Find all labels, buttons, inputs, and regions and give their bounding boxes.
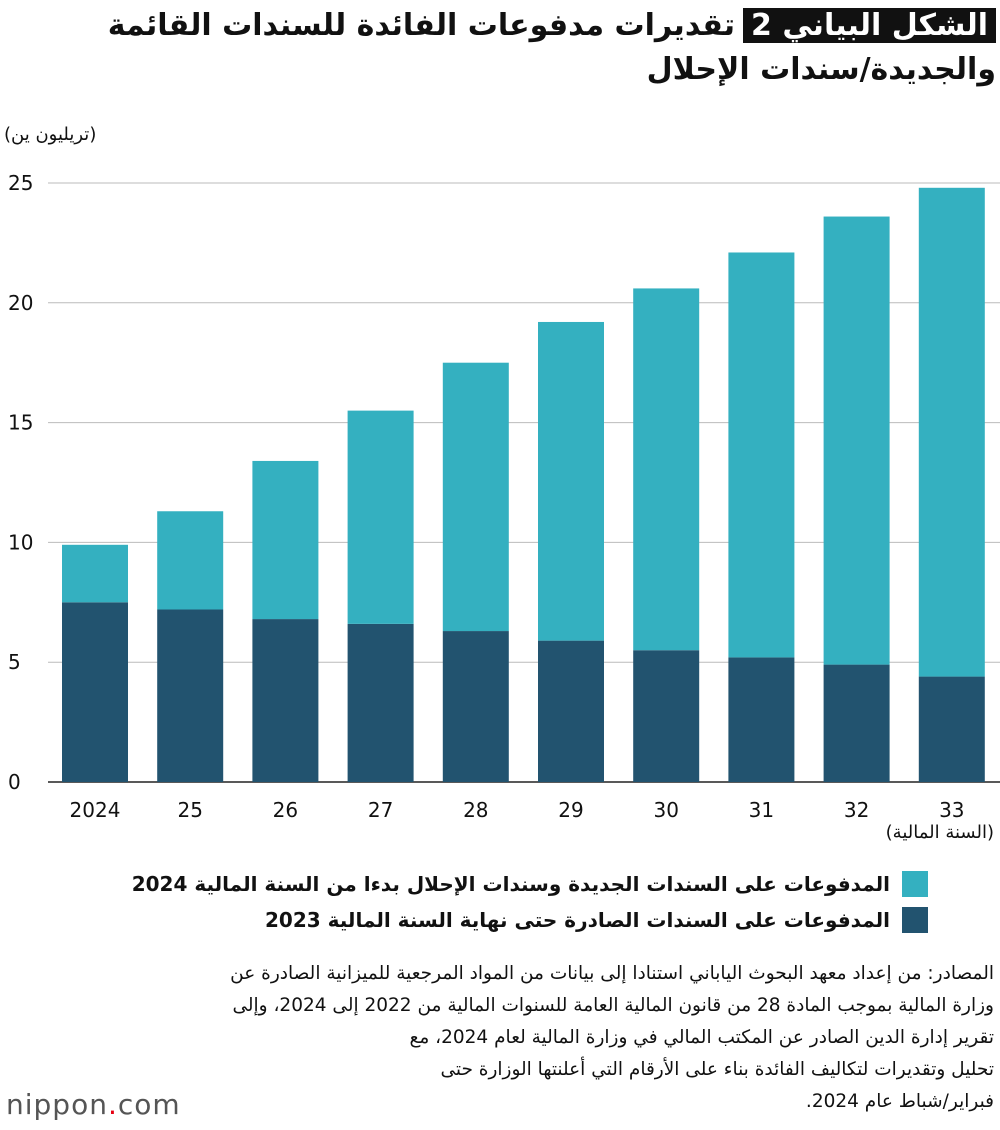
x-axis-label: (السنة المالية) — [885, 822, 994, 843]
bar-existing — [62, 602, 128, 782]
bar-chart: 0 5 10 15 20 25 2024 25 26 27 28 29 30 31 32 33 — [8, 171, 1000, 822]
bar-new — [252, 460, 319, 620]
x-tick-label: 25 — [177, 798, 202, 822]
x-tick-label: 28 — [463, 798, 488, 822]
bar-existing — [633, 650, 700, 782]
x-tick-label: 33 — [939, 798, 964, 822]
y-axis-label: (تريليون ين) — [4, 124, 97, 145]
y-tick-label: 15 — [8, 411, 33, 435]
bar-new — [442, 362, 509, 632]
source-notes: المصادر: من إعداد معهد البحوث الياباني ا… — [4, 958, 994, 1118]
note-line: تحليل وتقديرات لتكاليف الفائدة بناء على … — [440, 1059, 994, 1080]
bar-new — [62, 544, 128, 603]
chart-title: الشكل البياني 2تقديرات مدفوعات الفائدة ل… — [6, 4, 996, 92]
figure-tag: الشكل البياني 2 — [743, 8, 996, 43]
title-text: تقديرات مدفوعات الفائدة للسندات القائمة … — [107, 8, 996, 87]
legend: المدفوعات على السندات الجديدة وسندات الإ… — [132, 866, 928, 938]
legend-label: المدفوعات على السندات الصادرة حتى نهاية … — [265, 908, 890, 932]
x-tick-label: 29 — [558, 798, 583, 822]
bar-existing — [538, 640, 604, 782]
x-tick-label: 31 — [749, 798, 774, 822]
bar-existing — [157, 609, 224, 782]
legend-swatch — [902, 907, 928, 933]
x-tick-label: 27 — [368, 798, 393, 822]
bar-new — [728, 252, 795, 658]
bar-existing — [347, 623, 414, 782]
note-line: فبراير/شباط عام 2024. — [805, 1091, 994, 1112]
y-tick-label: 25 — [8, 171, 33, 195]
legend-item-new: المدفوعات على السندات الجديدة وسندات الإ… — [132, 866, 928, 902]
x-tick-label: 32 — [844, 798, 869, 822]
x-tick-label: 30 — [653, 798, 678, 822]
bar-existing — [918, 676, 985, 782]
bar-new — [538, 321, 604, 641]
y-tick-label: 5 — [8, 650, 21, 674]
legend-item-existing: المدفوعات على السندات الصادرة حتى نهاية … — [132, 902, 928, 938]
y-tick-label: 20 — [8, 291, 33, 315]
legend-label: المدفوعات على السندات الجديدة وسندات الإ… — [131, 872, 890, 896]
note-line: وزارة المالية بموجب المادة 28 من قانون ا… — [232, 995, 994, 1016]
bar-existing — [823, 664, 890, 782]
x-tick-label: 2024 — [70, 798, 121, 822]
legend-swatch — [902, 871, 928, 897]
bar-existing — [728, 657, 795, 782]
y-tick-label: 0 — [8, 770, 21, 794]
x-tick-label: 26 — [273, 798, 298, 822]
y-tick-label: 10 — [8, 530, 33, 554]
note-line: المصادر: من إعداد معهد البحوث الياباني ا… — [230, 963, 994, 984]
bar-new — [918, 187, 985, 677]
bar-existing — [252, 619, 319, 782]
bar-new — [347, 410, 414, 624]
bar-new — [823, 216, 890, 665]
bar-new — [633, 288, 700, 651]
bar-new — [157, 511, 224, 610]
note-line: تقرير إدارة الدين الصادر عن المكتب المال… — [409, 1027, 994, 1048]
bar-existing — [442, 631, 509, 782]
nippon-logo: nippon.com — [6, 1088, 181, 1121]
